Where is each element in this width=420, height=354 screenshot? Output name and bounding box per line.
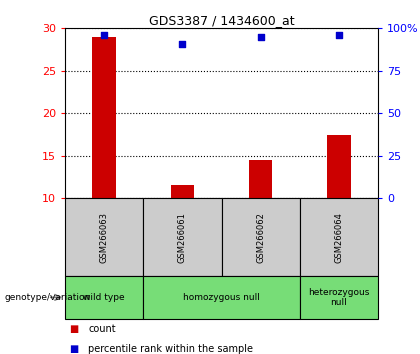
Bar xyxy=(300,276,378,319)
Bar xyxy=(327,135,351,198)
Point xyxy=(257,34,264,40)
Text: homozygous null: homozygous null xyxy=(183,293,260,302)
Bar xyxy=(249,160,273,198)
Text: GSM266061: GSM266061 xyxy=(178,212,187,263)
Point xyxy=(101,32,108,38)
Text: GSM266062: GSM266062 xyxy=(256,212,265,263)
Bar xyxy=(300,198,378,276)
Point xyxy=(336,32,342,38)
Bar xyxy=(92,37,116,198)
Text: GSM266063: GSM266063 xyxy=(100,212,109,263)
Text: genotype/variation: genotype/variation xyxy=(4,293,90,302)
Bar xyxy=(171,185,194,198)
Bar xyxy=(222,198,300,276)
Bar xyxy=(65,276,143,319)
Bar xyxy=(143,198,222,276)
Text: percentile rank within the sample: percentile rank within the sample xyxy=(88,344,253,354)
Point xyxy=(179,41,186,46)
Text: count: count xyxy=(88,324,116,334)
Bar xyxy=(143,276,300,319)
Text: ■: ■ xyxy=(69,324,79,334)
Text: ■: ■ xyxy=(69,344,79,354)
Text: GSM266064: GSM266064 xyxy=(334,212,344,263)
Bar xyxy=(65,198,143,276)
Title: GDS3387 / 1434600_at: GDS3387 / 1434600_at xyxy=(149,14,294,27)
Text: wild type: wild type xyxy=(84,293,125,302)
Text: heterozygous
null: heterozygous null xyxy=(308,288,370,307)
